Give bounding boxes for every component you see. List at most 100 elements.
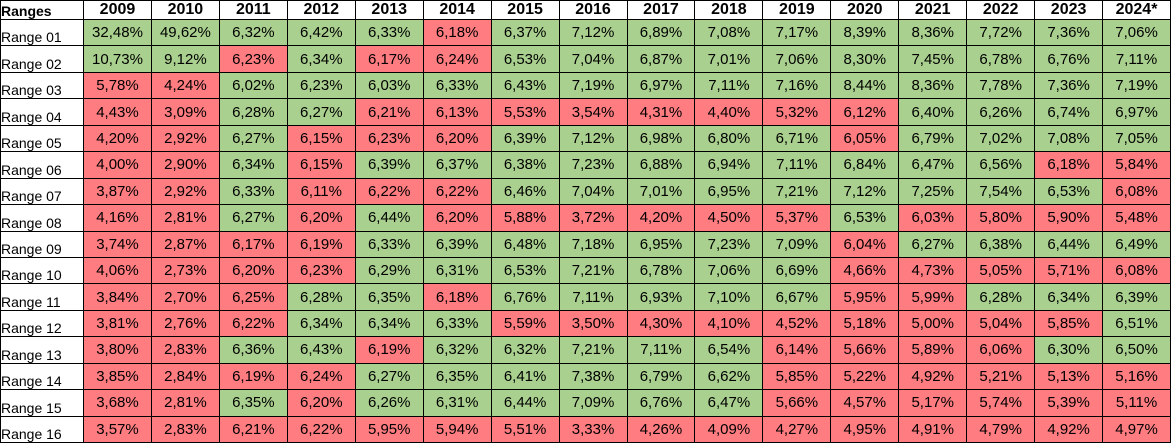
cell-range-02-2011[interactable]: 6,23% [218, 45, 288, 73]
cell-range-05-2021[interactable]: 6,79% [898, 124, 968, 153]
year-header-2017[interactable]: 2017 [626, 0, 696, 20]
cell-range-03-2023[interactable]: 7,36% [1034, 71, 1104, 100]
cell-range-06-2015[interactable]: 6,38% [490, 151, 560, 179]
cell-range-10-2012[interactable]: 6,23% [286, 256, 356, 285]
cell-range-07-2018[interactable]: 6,95% [694, 177, 764, 206]
cell-range-01-2023[interactable]: 7,36% [1034, 18, 1104, 47]
cell-range-03-2010[interactable]: 4,24% [150, 71, 220, 100]
cell-range-11-2020[interactable]: 5,95% [830, 283, 900, 311]
cell-range-16-2019[interactable]: 4,27% [762, 415, 832, 443]
cell-range-06-2016[interactable]: 7,23% [558, 151, 628, 179]
cell-range-04-2013[interactable]: 6,21% [354, 98, 424, 126]
cell-range-05-2009[interactable]: 4,20% [83, 124, 152, 153]
cell-range-05-2015[interactable]: 6,39% [490, 124, 560, 153]
cell-range-07-2014[interactable]: 6,22% [422, 177, 492, 206]
cell-range-12-2009[interactable]: 3,81% [83, 309, 152, 338]
cell-range-12-2011[interactable]: 6,22% [218, 309, 288, 338]
cell-range-07-2009[interactable]: 3,87% [83, 177, 152, 206]
cell-range-08-2018[interactable]: 4,50% [694, 204, 764, 232]
cell-range-02-2017[interactable]: 6,87% [626, 45, 696, 73]
cell-range-04-2017[interactable]: 4,31% [626, 98, 696, 126]
cell-range-11-2013[interactable]: 6,35% [354, 283, 424, 311]
cell-range-13-2012[interactable]: 6,43% [286, 336, 356, 364]
cell-range-10-2017[interactable]: 6,78% [626, 256, 696, 285]
cell-range-03-2018[interactable]: 7,11% [694, 71, 764, 100]
cell-range-06-2014[interactable]: 6,37% [422, 151, 492, 179]
cell-range-07-2021[interactable]: 7,25% [898, 177, 968, 206]
cell-range-10-2013[interactable]: 6,29% [354, 256, 424, 285]
cell-range-01-2017[interactable]: 6,89% [626, 18, 696, 47]
cell-range-03-2012[interactable]: 6,23% [286, 71, 356, 100]
cell-range-11-2019[interactable]: 6,67% [762, 283, 832, 311]
cell-range-08-2020[interactable]: 6,53% [830, 204, 900, 232]
cell-range-10-2014[interactable]: 6,31% [422, 256, 492, 285]
cell-range-05-2010[interactable]: 2,92% [150, 124, 220, 153]
cell-range-01-2016[interactable]: 7,12% [558, 18, 628, 47]
cell-range-04-2024[interactable]: 6,97% [1102, 98, 1171, 126]
cell-range-13-2017[interactable]: 7,11% [626, 336, 696, 364]
cell-range-15-2014[interactable]: 6,31% [422, 389, 492, 417]
cell-range-11-2023[interactable]: 6,34% [1034, 283, 1104, 311]
cell-range-16-2012[interactable]: 6,22% [286, 415, 356, 443]
cell-range-16-2022[interactable]: 4,79% [966, 415, 1036, 443]
cell-range-14-2011[interactable]: 6,19% [218, 362, 288, 391]
cell-range-12-2014[interactable]: 6,33% [422, 309, 492, 338]
cell-range-03-2021[interactable]: 8,36% [898, 71, 968, 100]
row-label-range-06[interactable]: Range 06 [0, 151, 84, 179]
cell-range-09-2010[interactable]: 2,87% [150, 230, 220, 258]
cell-range-01-2011[interactable]: 6,32% [218, 18, 288, 47]
cell-range-01-2022[interactable]: 7,72% [966, 18, 1036, 47]
cell-range-11-2024[interactable]: 6,39% [1102, 283, 1171, 311]
row-label-range-12[interactable]: Range 12 [0, 309, 84, 338]
row-label-range-16[interactable]: Range 16 [0, 415, 84, 443]
cell-range-10-2023[interactable]: 5,71% [1034, 256, 1104, 285]
cell-range-09-2015[interactable]: 6,48% [490, 230, 560, 258]
cell-range-03-2017[interactable]: 6,97% [626, 71, 696, 100]
cell-range-09-2021[interactable]: 6,27% [898, 230, 968, 258]
cell-range-04-2009[interactable]: 4,43% [83, 98, 152, 126]
cell-range-03-2024[interactable]: 7,19% [1102, 71, 1171, 100]
cell-range-07-2019[interactable]: 7,21% [762, 177, 832, 206]
year-header-2022[interactable]: 2022 [966, 0, 1036, 20]
cell-range-09-2011[interactable]: 6,17% [218, 230, 288, 258]
cell-range-07-2022[interactable]: 7,54% [966, 177, 1036, 206]
cell-range-09-2020[interactable]: 6,04% [830, 230, 900, 258]
cell-range-06-2023[interactable]: 6,18% [1034, 151, 1104, 179]
cell-range-01-2018[interactable]: 7,08% [694, 18, 764, 47]
row-label-range-09[interactable]: Range 09 [0, 230, 84, 258]
cell-range-14-2017[interactable]: 6,79% [626, 362, 696, 391]
cell-range-16-2020[interactable]: 4,95% [830, 415, 900, 443]
cell-range-11-2011[interactable]: 6,25% [218, 283, 288, 311]
cell-range-05-2020[interactable]: 6,05% [830, 124, 900, 153]
row-label-range-15[interactable]: Range 15 [0, 389, 84, 417]
cell-range-10-2010[interactable]: 2,73% [150, 256, 220, 285]
year-header-2016[interactable]: 2016 [558, 0, 628, 20]
cell-range-16-2016[interactable]: 3,33% [558, 415, 628, 443]
cell-range-13-2022[interactable]: 6,06% [966, 336, 1036, 364]
cell-range-02-2021[interactable]: 7,45% [898, 45, 968, 73]
cell-range-01-2012[interactable]: 6,42% [286, 18, 356, 47]
cell-range-01-2024[interactable]: 7,06% [1102, 18, 1171, 47]
cell-range-16-2023[interactable]: 4,92% [1034, 415, 1104, 443]
cell-range-14-2019[interactable]: 5,85% [762, 362, 832, 391]
cell-range-02-2019[interactable]: 7,06% [762, 45, 832, 73]
cell-range-04-2020[interactable]: 6,12% [830, 98, 900, 126]
cell-range-16-2018[interactable]: 4,09% [694, 415, 764, 443]
cell-range-03-2014[interactable]: 6,33% [422, 71, 492, 100]
year-header-2021[interactable]: 2021 [898, 0, 968, 20]
cell-range-05-2019[interactable]: 6,71% [762, 124, 832, 153]
cell-range-12-2022[interactable]: 5,04% [966, 309, 1036, 338]
cell-range-07-2024[interactable]: 6,08% [1102, 177, 1171, 206]
cell-range-10-2024[interactable]: 6,08% [1102, 256, 1171, 285]
row-label-range-02[interactable]: Range 02 [0, 45, 84, 73]
cell-range-13-2015[interactable]: 6,32% [490, 336, 560, 364]
cell-range-14-2018[interactable]: 6,62% [694, 362, 764, 391]
cell-range-13-2013[interactable]: 6,19% [354, 336, 424, 364]
cell-range-10-2018[interactable]: 7,06% [694, 256, 764, 285]
cell-range-10-2015[interactable]: 6,53% [490, 256, 560, 285]
year-header-2019[interactable]: 2019 [762, 0, 832, 20]
cell-range-16-2015[interactable]: 5,51% [490, 415, 560, 443]
cell-range-08-2014[interactable]: 6,20% [422, 204, 492, 232]
cell-range-14-2012[interactable]: 6,24% [286, 362, 356, 391]
cell-range-04-2011[interactable]: 6,28% [218, 98, 288, 126]
